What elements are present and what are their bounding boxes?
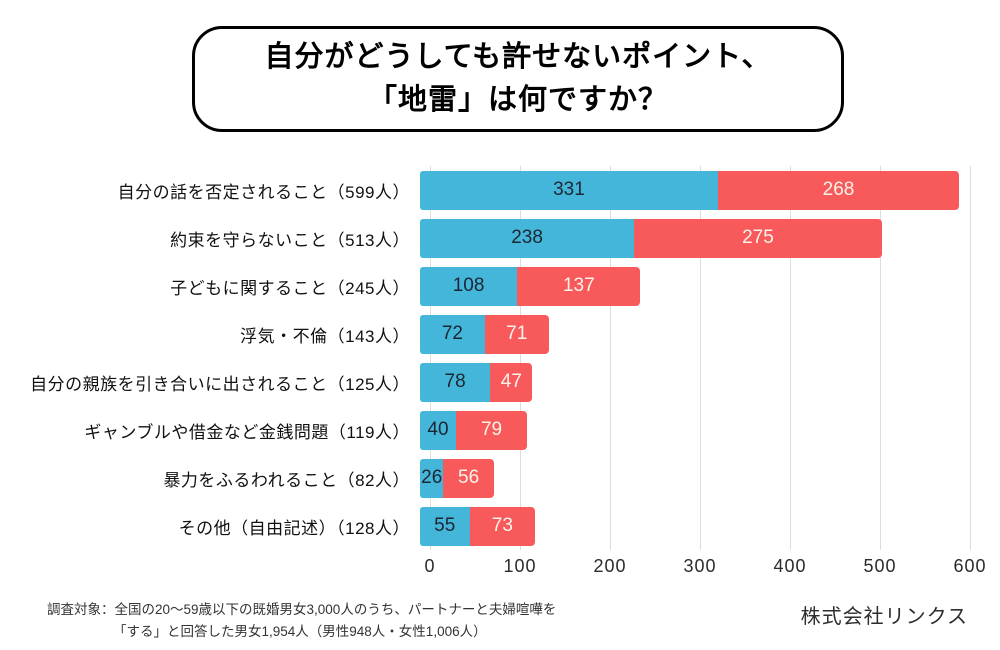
bar-segment-red: 71 bbox=[484, 314, 549, 354]
bar-segment-red: 137 bbox=[517, 266, 641, 306]
bar-segment-blue: 72 bbox=[420, 314, 485, 354]
bar-row: 自分の親族を引き合いに出されること（125人） 78 47 bbox=[0, 358, 1000, 406]
bar-segment-red: 275 bbox=[634, 218, 882, 258]
plot-gridlines bbox=[430, 166, 971, 550]
bar-track: 55 73 bbox=[420, 506, 960, 546]
survey-note-line-2: 「する」と回答した男女1,954人（男性948人・女性1,006人） bbox=[113, 623, 487, 639]
bar-segment-blue: 40 bbox=[420, 410, 456, 450]
bar-segment-blue: 26 bbox=[420, 458, 444, 498]
x-tick-label-200: 200 bbox=[593, 556, 627, 576]
bar-row: 暴力をふるわれること（82人） 26 56 bbox=[0, 454, 1000, 502]
gridline-x-0 bbox=[430, 166, 431, 550]
bar-segment-blue: 108 bbox=[420, 266, 518, 306]
survey-note-line-1: 調査対象：全国の20〜59歳以下の既婚男女3,000人のうち、パートナーと夫婦喧… bbox=[47, 602, 557, 617]
bar-segment-blue: 331 bbox=[420, 170, 718, 210]
bar-segment-red: 56 bbox=[443, 458, 494, 498]
bar-segment-red: 268 bbox=[717, 170, 960, 210]
category-label: 自分の話を否定されること（599人） bbox=[117, 182, 410, 202]
survey-note: 調査対象：全国の20〜59歳以下の既婚男女3,000人のうち、パートナーと夫婦喧… bbox=[47, 599, 556, 642]
category-label: 浮気・不倫（143人） bbox=[240, 326, 410, 346]
bar-segment-blue: 238 bbox=[420, 218, 635, 258]
bar-segment-blue: 78 bbox=[420, 362, 491, 402]
x-axis-ticks: 0 100 200 300 400 500 600 bbox=[424, 556, 985, 580]
bar-row: 子どもに関すること（245人） 108 137 bbox=[0, 262, 1000, 310]
bar-row: 浮気・不倫（143人） 72 71 bbox=[0, 310, 1000, 358]
gridline-x-300 bbox=[700, 166, 701, 550]
category-label: その他（自由記述）（128人） bbox=[178, 518, 410, 538]
bar-track: 40 79 bbox=[420, 410, 960, 450]
chart-title-line-1: 自分がどうしても許せないポイント、 bbox=[264, 40, 772, 73]
category-label: 約束を守らないこと（513人） bbox=[170, 230, 410, 250]
gridline-x-100 bbox=[520, 166, 521, 550]
company-name: 株式会社リンクス bbox=[800, 606, 968, 628]
x-tick-label-400: 400 bbox=[773, 556, 807, 576]
x-tick-label-300: 300 bbox=[683, 556, 717, 576]
chart-title-line-2: 「地雷」は何ですか？ bbox=[367, 84, 668, 116]
category-label: 自分の親族を引き合いに出されること（125人） bbox=[30, 374, 410, 394]
x-tick-label-600: 600 bbox=[953, 556, 987, 576]
bar-segment-red: 47 bbox=[490, 362, 533, 402]
chart-title-box: 自分がどうしても許せないポイント、 「地雷」は何ですか？ bbox=[192, 26, 844, 132]
bar-track: 331 268 bbox=[420, 170, 960, 210]
bar-track: 238 275 bbox=[420, 218, 960, 258]
bar-segment-red: 79 bbox=[456, 410, 528, 450]
bar-segment-blue: 55 bbox=[420, 506, 470, 546]
bar-track: 72 71 bbox=[420, 314, 960, 354]
x-tick-label-100: 100 bbox=[503, 556, 537, 576]
bar-row: その他（自由記述）（128人） 55 73 bbox=[0, 502, 1000, 550]
gridline-x-200 bbox=[610, 166, 611, 550]
x-tick-label-0: 0 bbox=[424, 556, 436, 576]
bar-track: 26 56 bbox=[420, 458, 960, 498]
category-label: ギャンブルや借金など金銭問題（119人） bbox=[84, 422, 410, 442]
bar-track: 78 47 bbox=[420, 362, 960, 402]
bar-row: 約束を守らないこと（513人） 238 275 bbox=[0, 214, 1000, 262]
bar-chart-rows: 自分の話を否定されること（599人） 331 268 約束を守らないこと（513人） 2… bbox=[0, 166, 1000, 550]
bar-segment-red: 73 bbox=[469, 506, 536, 546]
gridline-x-500 bbox=[880, 166, 881, 550]
category-label: 子どもに関すること（245人） bbox=[170, 278, 410, 298]
bar-track: 108 137 bbox=[420, 266, 960, 306]
bar-row: 自分の話を否定されること（599人） 331 268 bbox=[0, 166, 1000, 214]
x-tick-label-500: 500 bbox=[863, 556, 897, 576]
category-label: 暴力をふるわれること（82人） bbox=[163, 470, 410, 490]
gridline-x-400 bbox=[790, 166, 791, 550]
bar-row: ギャンブルや借金など金銭問題（119人） 40 79 bbox=[0, 406, 1000, 454]
gridline-x-600 bbox=[970, 166, 971, 550]
